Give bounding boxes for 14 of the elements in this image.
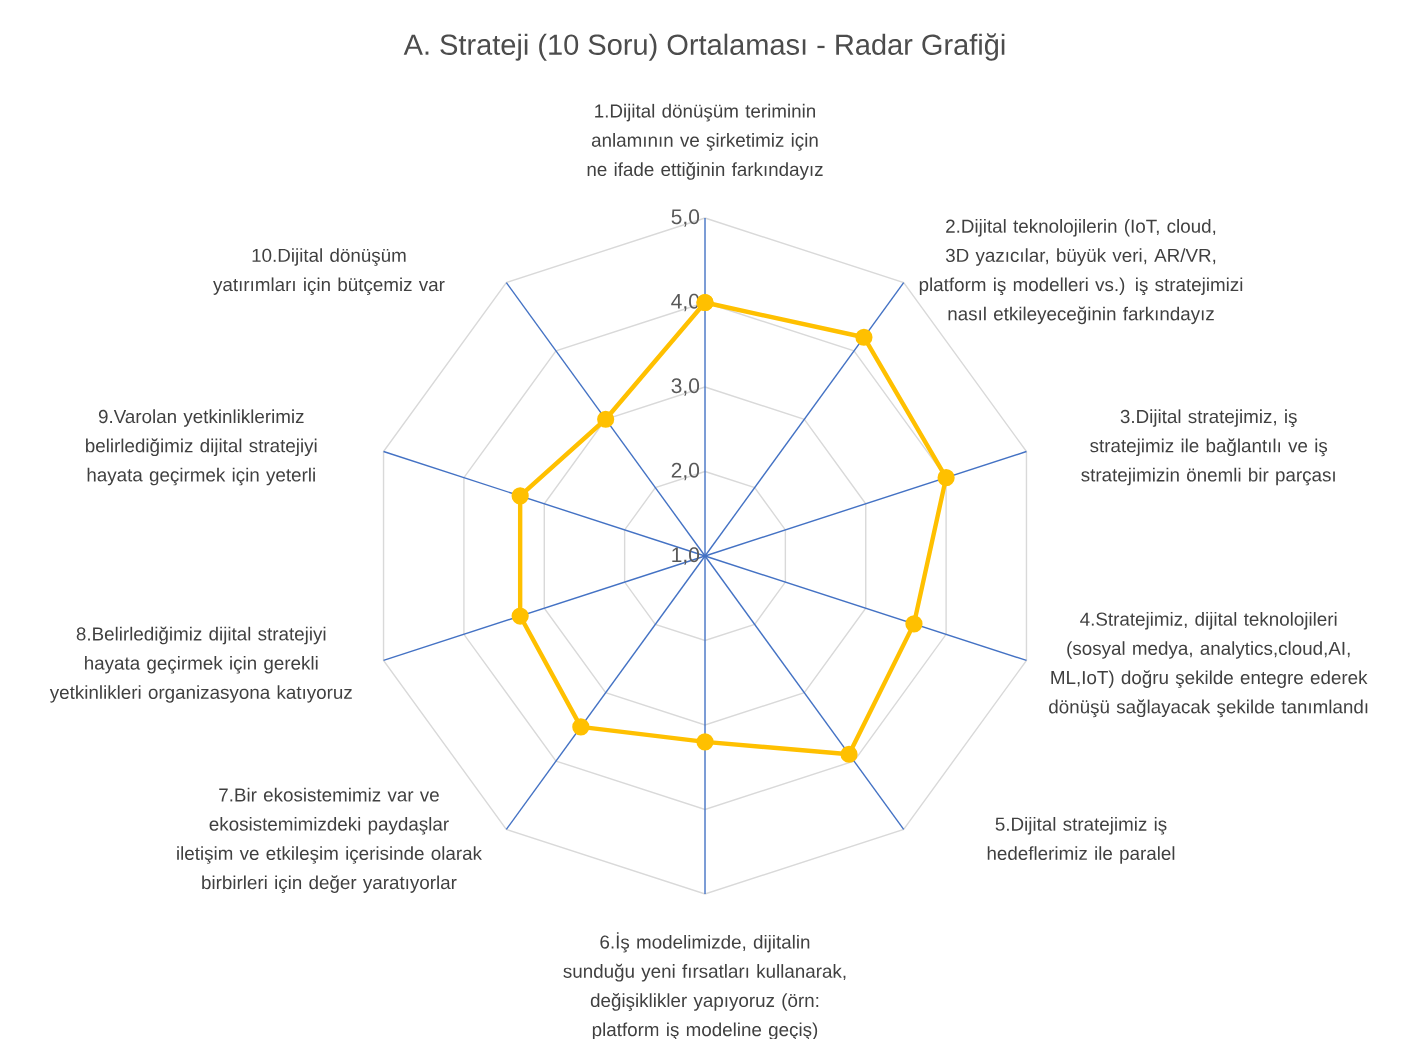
- spoke-label: 8.Belirlediğimiz dijital stratejiyi hayata geçirmek için gerekli yetkinlikleri organizasyona katıyoruz: [49, 626, 352, 703]
- y-tick-label: 1,0: [672, 547, 700, 565]
- y-tick-label: 5,0: [671, 209, 700, 227]
- y-tick-label: 2,0: [671, 462, 700, 481]
- spoke-label: 5.Dijital stratejimiz iş hedeflerimiz ile paralel: [987, 817, 1175, 864]
- spoke-label: 2.Dijital teknolojilerin (IoT, cloud, 3D yazıcılar, büyük veri, AR/VR, platform iş modelleri vs.) iş stratejimizi nasıl etkileyeceğinin farkındayız: [919, 219, 1243, 325]
- spoke-label: 1.Dijital dönüşüm teriminin anlamının ve şirketimiz için ne ifade ettiğinin farkındayız: [587, 103, 823, 180]
- chart-title: A. Strateji (10 Soru) Ortalaması - Radar Grafiği: [403, 33, 1005, 61]
- spoke-label: 7.Bir ekosistemimiz var ve ekosistemimizdeki paydaşlar iletişim ve etkileşim içerisinde olarak birbirleri için değer yaratıyorlar: [177, 787, 482, 893]
- spoke-label: 3.Dijital stratejimiz, iş stratejimiz ile bağlantılı ve iş stratejimizin önemli bir parçası: [1081, 409, 1335, 486]
- spoke-label: 4.Stratejimiz, dijital teknolojileri (sosyal medya, analytics,cloud,AI, ML,IoT) doğru şekilde entegre ederek dönüşü sağlayacak şekilde tanımlandı: [1049, 612, 1368, 718]
- spoke-label: 10.Dijital dönüşüm yatırımları için bütçemiz var: [213, 248, 445, 296]
- y-tick-label: 3,0: [671, 378, 700, 396]
- spoke-label: 9.Varolan yetkinliklerimiz belirlediğimiz dijital stratejiyi hayata geçirmek için yeterli: [86, 409, 317, 486]
